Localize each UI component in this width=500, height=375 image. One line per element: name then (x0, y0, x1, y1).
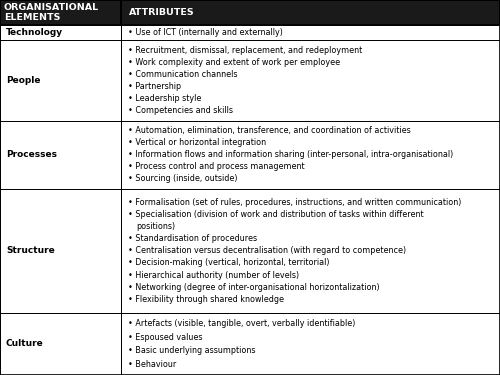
Text: • Networking (degree of inter-organisational horizontalization): • Networking (degree of inter-organisati… (128, 283, 379, 292)
Bar (121, 25, 500, 39)
Bar (0, 313, 121, 375)
Text: • Standardisation of procedures: • Standardisation of procedures (128, 234, 256, 243)
Text: ORGANISATIONAL
ELEMENTS: ORGANISATIONAL ELEMENTS (4, 3, 99, 22)
Bar (121, 189, 500, 313)
Text: Structure: Structure (6, 246, 55, 255)
Text: Technology: Technology (6, 28, 63, 37)
Text: • Recruitment, dismissal, replacement, and redeployment: • Recruitment, dismissal, replacement, a… (128, 46, 362, 55)
Text: positions): positions) (136, 222, 175, 231)
Bar (121, 0, 500, 25)
Text: • Artefacts (visible, tangible, overt, verbally identifiable): • Artefacts (visible, tangible, overt, v… (128, 319, 355, 328)
Text: • Sourcing (inside, outside): • Sourcing (inside, outside) (128, 174, 237, 183)
Text: • Basic underlying assumptions: • Basic underlying assumptions (128, 346, 255, 355)
Bar (0, 39, 121, 121)
Text: • Hierarchical authority (number of levels): • Hierarchical authority (number of leve… (128, 270, 298, 279)
Text: • Specialisation (division of work and distribution of tasks within different: • Specialisation (division of work and d… (128, 210, 423, 219)
Bar (0, 189, 121, 313)
Text: • Use of ICT (internally and externally): • Use of ICT (internally and externally) (128, 28, 282, 37)
Bar (121, 121, 500, 189)
Text: • Automation, elimination, transference, and coordination of activities: • Automation, elimination, transference,… (128, 126, 410, 135)
Text: Culture: Culture (6, 339, 44, 348)
Text: • Espoused values: • Espoused values (128, 333, 202, 342)
Text: • Centralisation versus decentralisation (with regard to competence): • Centralisation versus decentralisation… (128, 246, 406, 255)
Bar (121, 313, 500, 375)
Text: ATTRIBUTES: ATTRIBUTES (128, 8, 194, 17)
Bar (0, 25, 121, 39)
Text: • Competencies and skills: • Competencies and skills (128, 105, 232, 114)
Text: • Information flows and information sharing (inter-personal, intra-organisationa: • Information flows and information shar… (128, 150, 453, 159)
Text: • Leadership style: • Leadership style (128, 94, 201, 103)
Bar (0, 0, 121, 25)
Text: • Vertical or horizontal integration: • Vertical or horizontal integration (128, 138, 266, 147)
Text: People: People (6, 76, 40, 85)
Bar (0, 121, 121, 189)
Text: Processes: Processes (6, 150, 57, 159)
Bar (121, 39, 500, 121)
Text: • Formalisation (set of rules, procedures, instructions, and written communicati: • Formalisation (set of rules, procedure… (128, 198, 461, 207)
Text: • Behaviour: • Behaviour (128, 360, 176, 369)
Text: • Decision-making (vertical, horizontal, territorial): • Decision-making (vertical, horizontal,… (128, 258, 329, 267)
Text: • Process control and process management: • Process control and process management (128, 162, 304, 171)
Text: • Communication channels: • Communication channels (128, 70, 237, 79)
Text: • Flexibility through shared knowledge: • Flexibility through shared knowledge (128, 295, 284, 304)
Text: • Partnership: • Partnership (128, 82, 180, 91)
Text: • Work complexity and extent of work per employee: • Work complexity and extent of work per… (128, 58, 340, 67)
